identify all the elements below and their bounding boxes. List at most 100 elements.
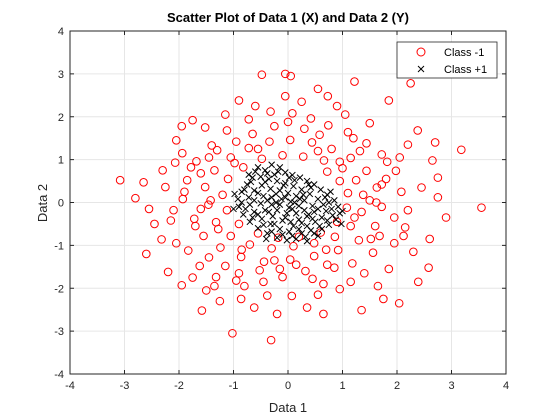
class-neg-point	[266, 107, 275, 116]
class-neg-point	[399, 231, 408, 241]
x-tick-label: 0	[285, 380, 291, 392]
class-neg-point	[253, 144, 263, 154]
class-neg-point	[177, 148, 187, 158]
class-neg-point	[270, 121, 279, 131]
class-neg-point	[265, 137, 274, 146]
class-pos-point	[263, 169, 271, 177]
class-neg-point	[291, 260, 301, 269]
class-neg-point	[477, 203, 486, 212]
class-neg-point	[301, 266, 310, 276]
x-tick-label: 2	[394, 380, 400, 392]
class-pos-point	[241, 186, 248, 193]
class-pos-point	[245, 194, 253, 201]
class-neg-point	[357, 305, 366, 315]
class-pos-point	[323, 217, 331, 224]
class-neg-point	[231, 276, 241, 285]
class-pos-point	[309, 202, 316, 210]
class-neg-point	[280, 69, 290, 79]
class-pos-point	[283, 209, 291, 217]
class-neg-point	[348, 259, 357, 268]
class-neg-point	[441, 213, 451, 222]
class-neg-point	[335, 157, 345, 167]
class-pos-point	[289, 205, 296, 213]
class-neg-point	[226, 231, 236, 241]
x-tick-label: -4	[65, 380, 75, 392]
class-pos-point	[310, 208, 318, 216]
class-neg-point	[357, 207, 366, 217]
class-pos-point	[239, 211, 247, 218]
class-pos-point	[289, 232, 296, 240]
class-pos-point	[280, 181, 287, 189]
class-neg-point	[212, 145, 222, 155]
class-neg-point	[262, 291, 272, 300]
class-neg-point	[302, 303, 312, 312]
class-neg-point	[171, 238, 181, 248]
class-pos-point	[230, 205, 237, 213]
class-neg-point	[382, 157, 392, 167]
legend-circle-marker	[416, 47, 426, 57]
class-neg-point	[354, 235, 364, 245]
class-neg-point	[417, 183, 426, 192]
class-neg-point	[196, 204, 206, 214]
class-neg-point	[377, 180, 387, 189]
class-pos-point	[285, 174, 293, 181]
class-pos-points	[230, 161, 346, 245]
class-pos-point	[316, 222, 323, 230]
class-pos-point	[290, 222, 297, 230]
class-pos-point	[265, 175, 273, 183]
class-neg-point	[319, 279, 328, 289]
class-neg-point	[413, 126, 423, 135]
class-pos-point	[273, 206, 281, 214]
class-neg-point	[183, 246, 193, 255]
class-pos-point	[261, 178, 269, 186]
class-neg-point	[424, 263, 433, 272]
class-neg-point	[200, 123, 210, 132]
class-neg-point	[332, 101, 342, 111]
class-neg-point	[425, 234, 435, 244]
class-neg-point	[182, 175, 192, 185]
class-neg-point	[362, 139, 371, 148]
class-pos-point	[243, 181, 251, 188]
class-neg-point	[221, 261, 230, 271]
class-neg-point	[239, 163, 248, 172]
class-pos-point	[295, 202, 303, 210]
class-pos-point	[296, 195, 304, 203]
class-neg-point	[403, 205, 413, 215]
class-neg-point	[316, 228, 326, 237]
class-neg-point	[315, 130, 324, 140]
class-neg-point	[322, 167, 332, 176]
class-pos-point	[320, 201, 327, 208]
class-pos-point	[246, 218, 254, 226]
class-neg-point	[309, 251, 319, 261]
class-neg-point	[322, 260, 332, 269]
class-neg-point	[157, 235, 166, 244]
class-neg-point	[381, 174, 391, 184]
x-tick-label: -3	[120, 380, 130, 392]
class-pos-point	[287, 218, 295, 226]
class-neg-point	[289, 241, 298, 251]
class-pos-point	[332, 216, 340, 224]
class-neg-point	[199, 231, 208, 241]
class-neg-point	[300, 124, 309, 134]
class-pos-point	[268, 194, 276, 201]
class-neg-point	[335, 284, 345, 294]
class-neg-point	[201, 286, 211, 295]
class-pos-point	[254, 189, 262, 197]
class-pos-point	[261, 166, 269, 174]
class-neg-point	[362, 166, 371, 176]
class-neg-point	[259, 277, 268, 287]
class-neg-point	[251, 101, 260, 111]
y-axis-label: Data 2	[35, 184, 50, 222]
class-neg-point	[409, 247, 418, 257]
class-pos-point	[321, 194, 329, 201]
class-pos-point	[338, 220, 345, 228]
class-neg-point	[323, 91, 333, 101]
class-pos-point	[262, 235, 270, 243]
class-neg-point	[350, 213, 359, 222]
class-pos-point	[284, 189, 292, 197]
class-neg-point	[384, 96, 394, 105]
class-neg-point	[248, 129, 257, 139]
class-neg-point	[324, 121, 333, 130]
class-pos-point	[307, 184, 315, 191]
x-tick-label: 4	[503, 380, 509, 392]
